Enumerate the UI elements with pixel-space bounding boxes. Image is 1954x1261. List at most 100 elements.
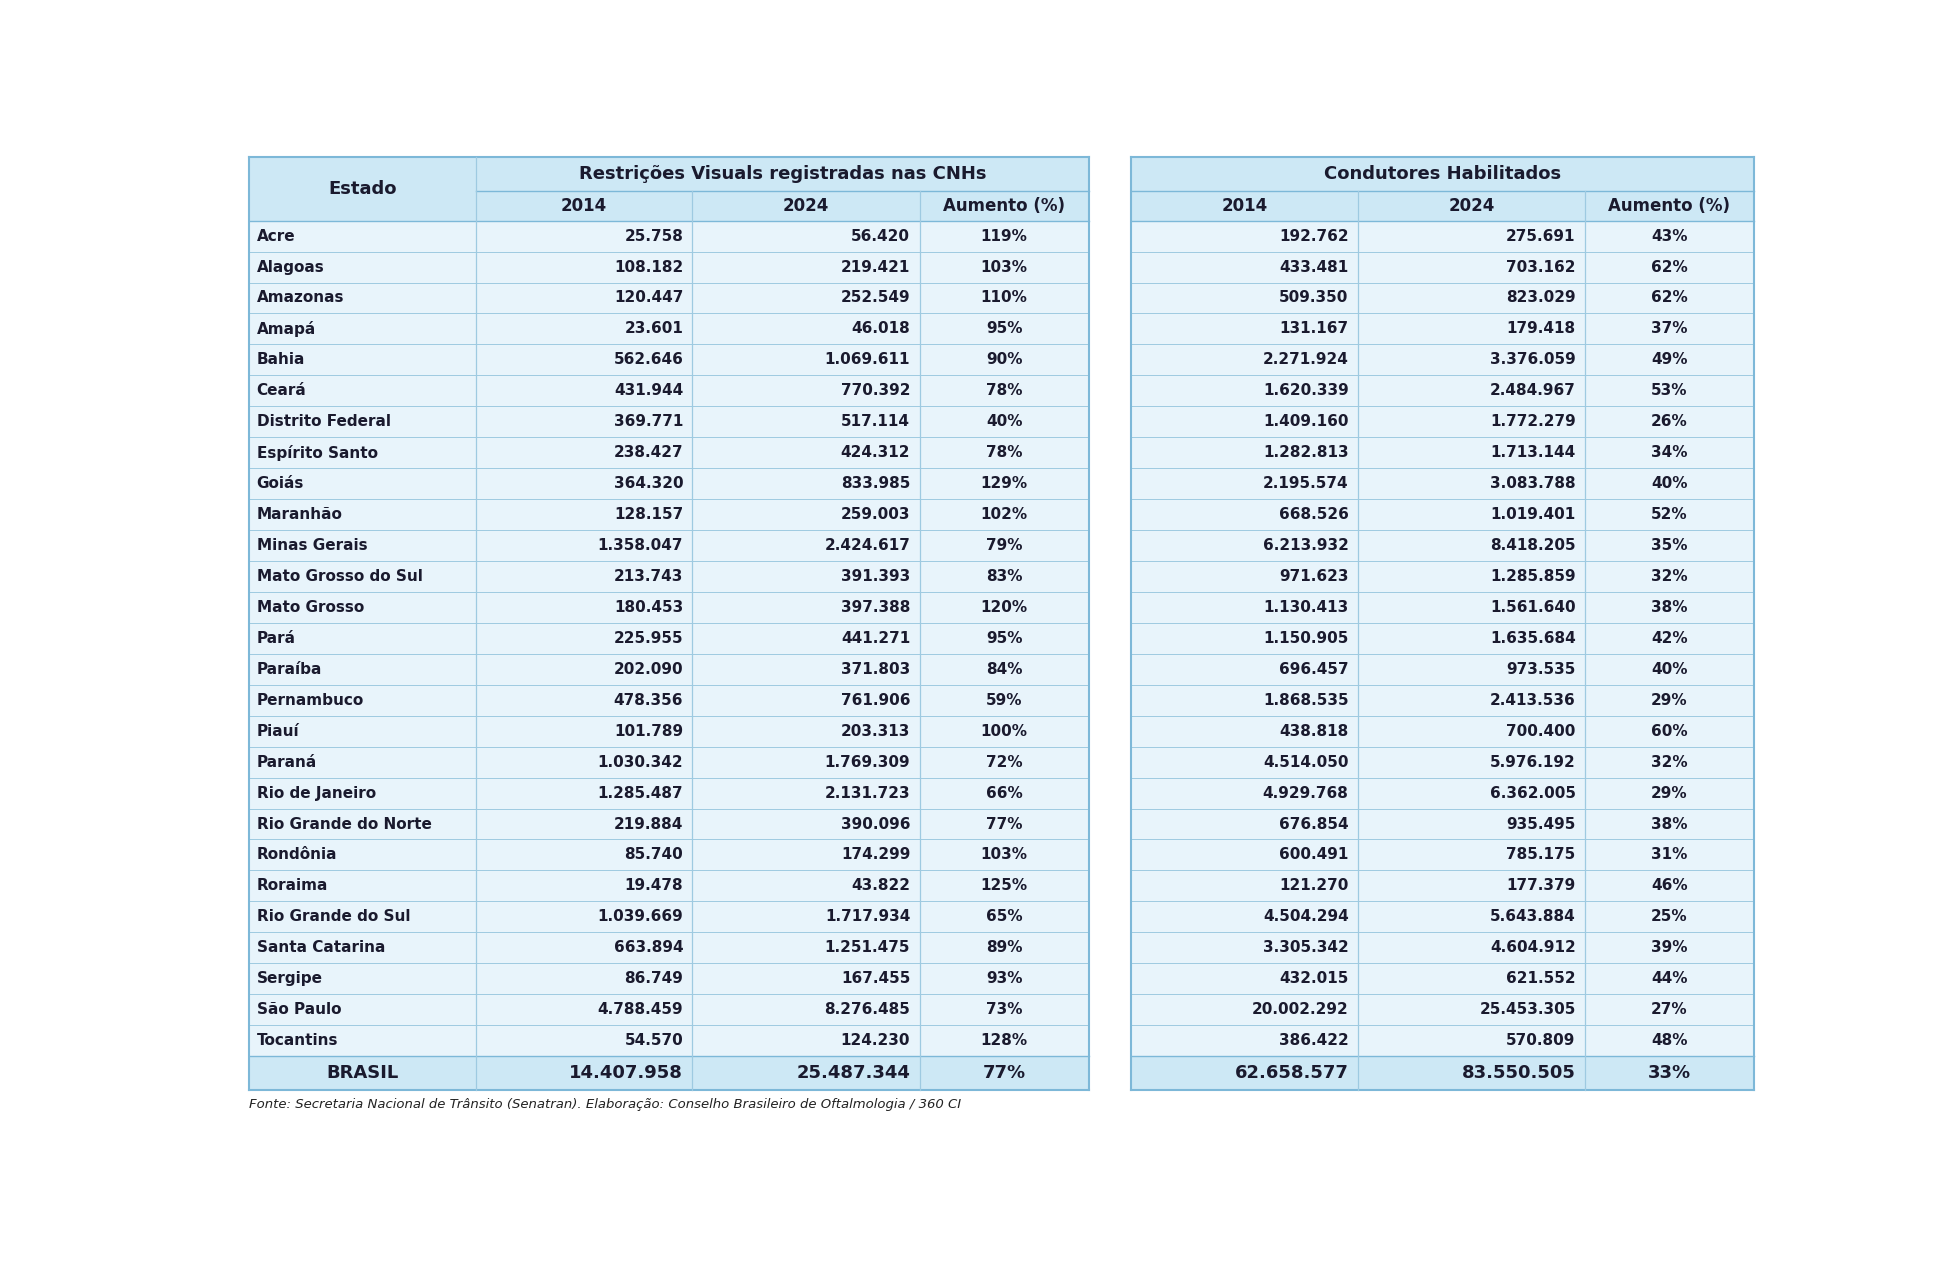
Text: 72%: 72% bbox=[985, 754, 1022, 769]
Bar bbox=[477, 438, 692, 468]
Text: 935.495: 935.495 bbox=[1507, 817, 1575, 831]
Text: 1.251.475: 1.251.475 bbox=[825, 941, 911, 956]
Text: 95%: 95% bbox=[987, 630, 1022, 646]
Bar bbox=[920, 1055, 1088, 1090]
Bar bbox=[692, 1055, 920, 1090]
Bar bbox=[1358, 902, 1585, 932]
Bar bbox=[1131, 840, 1358, 870]
Bar bbox=[248, 530, 477, 561]
Bar bbox=[1585, 406, 1755, 438]
Bar bbox=[1585, 438, 1755, 468]
Text: 238.427: 238.427 bbox=[614, 445, 684, 460]
Text: 43%: 43% bbox=[1651, 228, 1688, 243]
Bar bbox=[692, 963, 920, 994]
Bar bbox=[248, 840, 477, 870]
Text: 1.069.611: 1.069.611 bbox=[825, 352, 911, 367]
Bar bbox=[692, 406, 920, 438]
Text: 54.570: 54.570 bbox=[625, 1033, 684, 1048]
Text: 42%: 42% bbox=[1651, 630, 1688, 646]
Text: 101.789: 101.789 bbox=[614, 724, 684, 739]
Text: Pará: Pará bbox=[256, 630, 295, 646]
Text: Amazonas: Amazonas bbox=[256, 290, 344, 305]
Bar bbox=[692, 623, 920, 653]
Bar bbox=[1585, 530, 1755, 561]
Text: 180.453: 180.453 bbox=[614, 600, 684, 615]
Text: Alagoas: Alagoas bbox=[256, 260, 324, 275]
Text: 62%: 62% bbox=[1651, 290, 1688, 305]
Text: 38%: 38% bbox=[1651, 600, 1688, 615]
Bar bbox=[1131, 438, 1358, 468]
Bar bbox=[920, 963, 1088, 994]
Text: 833.985: 833.985 bbox=[840, 477, 911, 491]
Bar bbox=[1585, 561, 1755, 591]
Bar bbox=[1131, 158, 1755, 192]
Bar bbox=[1585, 1055, 1755, 1090]
Text: 86.749: 86.749 bbox=[625, 971, 684, 986]
Text: 621.552: 621.552 bbox=[1507, 971, 1575, 986]
Text: 32%: 32% bbox=[1651, 569, 1688, 584]
Bar bbox=[1088, 591, 1131, 623]
Text: 33%: 33% bbox=[1647, 1064, 1690, 1082]
Bar bbox=[1585, 963, 1755, 994]
Bar bbox=[1088, 1055, 1131, 1090]
Text: Roraima: Roraima bbox=[256, 879, 328, 893]
Text: 8.276.485: 8.276.485 bbox=[825, 1002, 911, 1018]
Text: 56.420: 56.420 bbox=[852, 228, 911, 243]
Text: 971.623: 971.623 bbox=[1280, 569, 1348, 584]
Bar bbox=[692, 561, 920, 591]
Text: 59%: 59% bbox=[987, 692, 1022, 707]
Bar bbox=[1131, 344, 1358, 376]
Bar bbox=[1088, 561, 1131, 591]
Bar bbox=[1131, 623, 1358, 653]
Bar bbox=[1088, 808, 1131, 840]
Text: Paraíba: Paraíba bbox=[256, 662, 322, 677]
Text: Pernambuco: Pernambuco bbox=[256, 692, 363, 707]
Bar bbox=[1585, 623, 1755, 653]
Text: 19.478: 19.478 bbox=[625, 879, 684, 893]
Bar bbox=[1585, 994, 1755, 1025]
Bar bbox=[1585, 932, 1755, 963]
Text: 2.424.617: 2.424.617 bbox=[825, 538, 911, 554]
Bar bbox=[1131, 591, 1358, 623]
Bar bbox=[477, 685, 692, 716]
Text: Aumento (%): Aumento (%) bbox=[944, 197, 1065, 214]
Text: 1.130.413: 1.130.413 bbox=[1264, 600, 1348, 615]
Text: 1.717.934: 1.717.934 bbox=[825, 909, 911, 924]
Bar bbox=[477, 840, 692, 870]
Bar bbox=[477, 158, 1088, 192]
Bar bbox=[1088, 840, 1131, 870]
Bar bbox=[1131, 530, 1358, 561]
Bar bbox=[1358, 685, 1585, 716]
Text: Condutores Habilitados: Condutores Habilitados bbox=[1323, 165, 1561, 183]
Bar bbox=[920, 653, 1088, 685]
Text: 2024: 2024 bbox=[1448, 197, 1495, 214]
Text: 174.299: 174.299 bbox=[840, 847, 911, 863]
Bar bbox=[920, 902, 1088, 932]
Bar bbox=[1088, 716, 1131, 747]
Bar bbox=[692, 716, 920, 747]
Text: 517.114: 517.114 bbox=[842, 415, 911, 429]
Text: 1.713.144: 1.713.144 bbox=[1491, 445, 1575, 460]
Text: 441.271: 441.271 bbox=[840, 630, 911, 646]
Bar bbox=[1358, 870, 1585, 902]
Text: 509.350: 509.350 bbox=[1280, 290, 1348, 305]
Bar bbox=[1358, 344, 1585, 376]
Text: 364.320: 364.320 bbox=[614, 477, 684, 491]
Text: 4.514.050: 4.514.050 bbox=[1262, 754, 1348, 769]
Bar bbox=[477, 251, 692, 282]
Text: 785.175: 785.175 bbox=[1507, 847, 1575, 863]
Text: Distrito Federal: Distrito Federal bbox=[256, 415, 391, 429]
Bar bbox=[920, 994, 1088, 1025]
Bar bbox=[692, 282, 920, 314]
Text: 128%: 128% bbox=[981, 1033, 1028, 1048]
Bar bbox=[248, 221, 477, 251]
Bar bbox=[248, 685, 477, 716]
Text: 973.535: 973.535 bbox=[1507, 662, 1575, 677]
Bar bbox=[1585, 282, 1755, 314]
Text: 386.422: 386.422 bbox=[1278, 1033, 1348, 1048]
Bar bbox=[920, 623, 1088, 653]
Bar bbox=[1358, 963, 1585, 994]
Bar bbox=[692, 530, 920, 561]
Bar bbox=[477, 561, 692, 591]
Text: 46.018: 46.018 bbox=[852, 322, 911, 337]
